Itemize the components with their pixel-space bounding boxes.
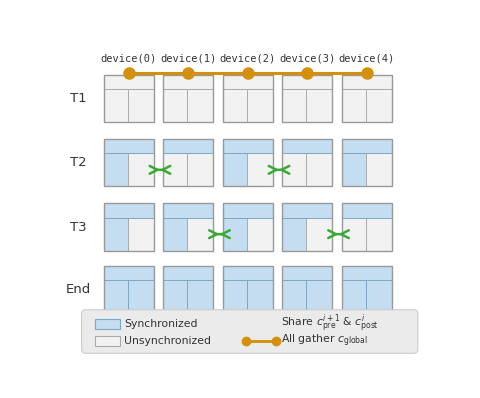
Bar — [282, 203, 333, 218]
Bar — [223, 74, 273, 122]
Bar — [342, 139, 392, 186]
Bar — [342, 280, 366, 314]
Bar — [366, 89, 392, 122]
Bar — [306, 280, 333, 314]
Bar — [104, 74, 154, 89]
Bar — [104, 139, 154, 186]
Bar — [366, 218, 392, 251]
Bar — [342, 266, 392, 280]
Bar — [223, 139, 273, 153]
Text: T3: T3 — [70, 220, 87, 234]
Bar — [187, 218, 214, 251]
Text: End: End — [66, 283, 91, 297]
Bar — [163, 139, 214, 153]
Bar — [163, 89, 187, 122]
Bar — [187, 280, 214, 314]
Bar — [163, 139, 214, 186]
Bar — [163, 74, 214, 89]
Bar — [104, 89, 128, 122]
Bar — [104, 266, 154, 280]
Text: device(1): device(1) — [160, 53, 216, 64]
Text: device(0): device(0) — [101, 53, 157, 64]
Bar — [128, 218, 154, 251]
Bar — [223, 89, 247, 122]
Bar — [282, 153, 306, 186]
Text: device(4): device(4) — [339, 53, 395, 64]
Bar — [282, 218, 306, 251]
Bar — [104, 74, 154, 122]
Bar — [282, 139, 333, 153]
Bar — [342, 74, 392, 89]
Bar — [282, 74, 333, 89]
Bar — [282, 89, 306, 122]
Bar — [223, 203, 273, 218]
Bar — [223, 74, 273, 89]
Bar — [163, 280, 187, 314]
Bar — [282, 74, 333, 122]
Bar — [104, 203, 154, 218]
Bar — [104, 218, 128, 251]
Text: T2: T2 — [70, 156, 87, 169]
Text: Share $c_{\mathrm{pre}}^{i+1}$ & $c_{\mathrm{post}}^{i}$: Share $c_{\mathrm{pre}}^{i+1}$ & $c_{\ma… — [281, 313, 379, 336]
Bar — [342, 266, 392, 314]
Bar — [223, 139, 273, 186]
Bar — [223, 203, 273, 251]
Text: Unsynchronized: Unsynchronized — [124, 336, 211, 345]
Bar — [247, 89, 273, 122]
Bar — [342, 74, 392, 122]
Text: device(3): device(3) — [279, 53, 336, 64]
Bar — [306, 89, 333, 122]
Bar — [104, 139, 154, 153]
Bar — [247, 218, 273, 251]
Text: T1: T1 — [70, 92, 87, 105]
Bar — [223, 266, 273, 314]
Bar — [128, 89, 154, 122]
Bar — [163, 266, 214, 314]
Bar — [128, 153, 154, 186]
Bar — [342, 203, 392, 251]
Bar — [104, 280, 128, 314]
Bar — [128, 280, 154, 314]
Text: All gather $c_{\mathrm{global}}$: All gather $c_{\mathrm{global}}$ — [281, 332, 368, 349]
Bar — [247, 153, 273, 186]
Bar — [306, 218, 333, 251]
Bar — [282, 280, 306, 314]
Bar — [342, 89, 366, 122]
Bar — [342, 139, 392, 153]
Bar — [163, 203, 214, 251]
Bar — [366, 153, 392, 186]
Bar — [282, 266, 333, 314]
Bar — [247, 280, 273, 314]
Bar — [223, 218, 247, 251]
Bar — [104, 203, 154, 251]
Bar — [282, 203, 333, 251]
Bar — [342, 218, 366, 251]
Bar — [163, 153, 187, 186]
Bar — [342, 153, 366, 186]
Bar — [366, 280, 392, 314]
Bar — [163, 218, 187, 251]
Bar — [223, 280, 247, 314]
Bar — [187, 153, 214, 186]
Bar — [96, 336, 120, 345]
Bar — [163, 203, 214, 218]
FancyBboxPatch shape — [82, 310, 418, 353]
Bar — [223, 153, 247, 186]
Bar — [223, 266, 273, 280]
Bar — [96, 319, 120, 330]
Bar — [282, 139, 333, 186]
Text: Synchronized: Synchronized — [124, 319, 197, 329]
Bar — [187, 89, 214, 122]
Text: device(2): device(2) — [220, 53, 276, 64]
Bar — [306, 153, 333, 186]
Bar — [104, 153, 128, 186]
Bar — [342, 203, 392, 218]
Bar — [104, 266, 154, 314]
Bar — [282, 266, 333, 280]
Bar — [163, 74, 214, 122]
Bar — [163, 266, 214, 280]
